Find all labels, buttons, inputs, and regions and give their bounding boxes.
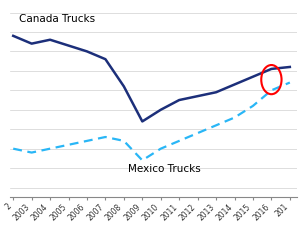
Text: Mexico Trucks: Mexico Trucks [128,164,200,174]
Text: Canada Trucks: Canada Trucks [19,14,95,24]
